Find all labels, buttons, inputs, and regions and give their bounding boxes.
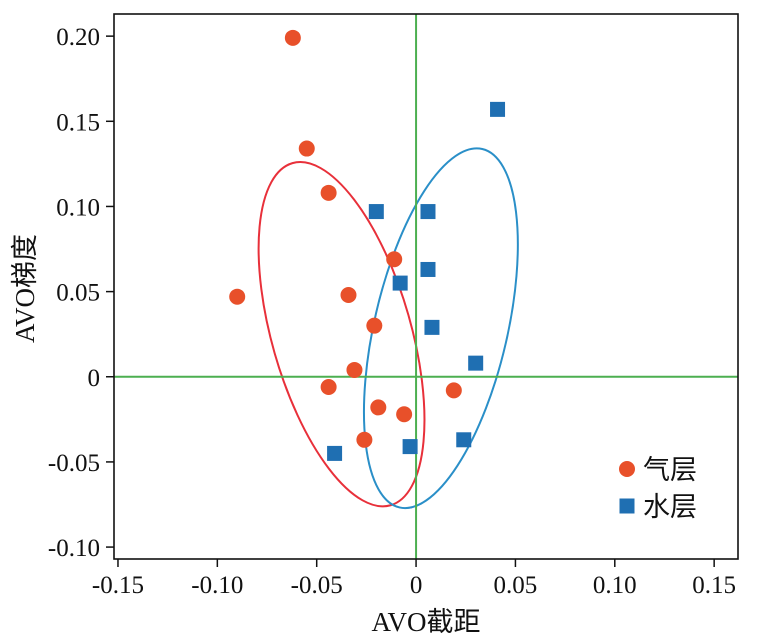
data-point-square xyxy=(420,261,436,277)
x-tick-label: 0.05 xyxy=(494,572,538,599)
data-point-circle xyxy=(346,361,363,378)
legend-label: 水层 xyxy=(643,492,697,522)
data-point-square xyxy=(368,204,384,220)
data-point-circle xyxy=(320,378,337,395)
y-axis-title: AVO梯度 xyxy=(10,234,40,343)
ellipses-layer xyxy=(257,147,519,510)
x-tick-label: 0.15 xyxy=(692,572,736,599)
y-tick-label: 0.05 xyxy=(56,280,100,307)
x-tick-label: 0 xyxy=(410,572,423,599)
data-point-circle xyxy=(284,29,301,46)
data-point-circle xyxy=(229,288,246,305)
y-tick-label: -0.10 xyxy=(48,535,100,562)
x-tick-label: -0.15 xyxy=(92,572,144,599)
data-point-circle xyxy=(370,399,387,416)
data-point-square xyxy=(402,439,418,455)
x-axis-title: AVO截距 xyxy=(371,607,480,637)
x-tick-label: -0.10 xyxy=(191,572,243,599)
data-point-circle xyxy=(298,140,315,157)
legend-label: 气层 xyxy=(643,455,697,485)
data-point-circle xyxy=(320,184,337,201)
y-tick-label: 0 xyxy=(88,365,101,392)
data-point-square xyxy=(327,445,343,461)
reference-lines xyxy=(114,14,738,559)
data-point-circle xyxy=(445,382,462,399)
data-point-circle xyxy=(386,251,403,268)
x-tick-label: -0.05 xyxy=(291,572,343,599)
confidence-ellipse-2 xyxy=(362,147,519,510)
points-layer xyxy=(229,29,506,461)
legend-marker-square xyxy=(619,498,635,514)
y-tick-label: 0.20 xyxy=(56,24,100,51)
data-point-circle xyxy=(366,317,383,334)
data-point-square xyxy=(468,355,484,371)
axis-ticks: -0.15 -0.10 -0.05 0 0.05 0.10 0.15 0.20 0.15 0.10… xyxy=(48,24,736,599)
data-point-circle xyxy=(340,287,357,304)
data-point-square xyxy=(392,275,408,291)
x-tick-label: 0.10 xyxy=(593,572,637,599)
legend-marker-circle xyxy=(619,461,635,477)
data-point-circle xyxy=(396,406,413,423)
data-point-square xyxy=(420,204,436,220)
data-point-circle xyxy=(356,431,373,448)
data-point-square xyxy=(424,319,440,335)
y-tick-label: 0.15 xyxy=(56,109,100,136)
data-point-square xyxy=(456,432,472,448)
plot-area-frame xyxy=(113,13,739,560)
confidence-ellipse-1 xyxy=(257,161,426,508)
y-tick-label: -0.05 xyxy=(48,450,100,477)
data-point-square xyxy=(490,101,506,117)
y-tick-label: 0.10 xyxy=(56,194,100,221)
